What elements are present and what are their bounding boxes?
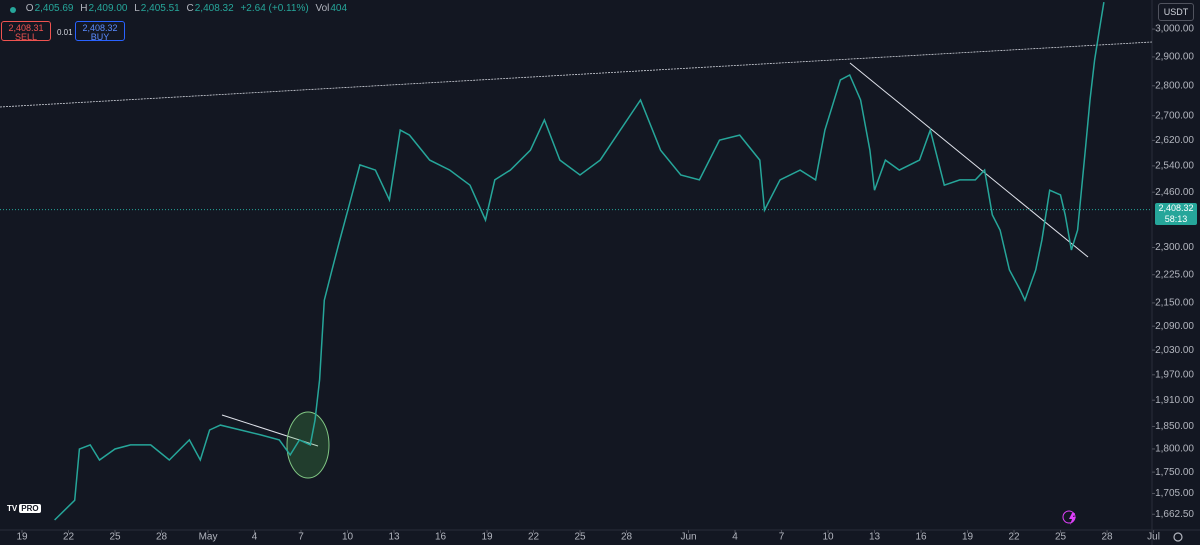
y-tick-label: 2,900.00	[1155, 52, 1194, 63]
y-tick-label: 1,662.50	[1155, 509, 1194, 520]
y-tick-label: 1,750.00	[1155, 467, 1194, 478]
x-tick-label: 4	[252, 532, 258, 543]
y-tick-label: 1,850.00	[1155, 421, 1194, 432]
x-tick-label: 28	[156, 532, 168, 543]
x-tick-label: 25	[109, 532, 121, 543]
lightning-ring[interactable]	[1062, 510, 1076, 524]
y-tick-label: 2,150.00	[1155, 298, 1194, 309]
highlight-circle[interactable]	[286, 411, 330, 479]
x-tick-label: 25	[574, 532, 586, 543]
sell-price: 2,408.31	[8, 23, 44, 33]
countdown: 58:13	[1164, 213, 1188, 224]
x-tick-label: 13	[869, 532, 881, 543]
y-tick-label: 2,800.00	[1155, 80, 1194, 91]
lightning-icon[interactable]	[1069, 513, 1076, 525]
y-tick-label: 2,090.00	[1155, 321, 1194, 332]
y-tick-label: 2,300.00	[1155, 242, 1194, 253]
x-tick-label: 10	[822, 532, 834, 543]
x-tick-label: 28	[621, 532, 633, 543]
x-tick-label: 19	[481, 532, 493, 543]
open-value: 2,405.69	[34, 3, 74, 14]
trend-line[interactable]	[0, 41, 1153, 108]
y-tick-label: 2,460.00	[1155, 187, 1194, 198]
sell-label: SELL	[14, 32, 38, 42]
high-label: H	[80, 3, 88, 14]
y-tick-label: 2,030.00	[1155, 345, 1194, 356]
buy-button[interactable]: 2,408.32 BUY	[75, 21, 125, 42]
x-tick-label: 7	[298, 532, 304, 543]
close-value: 2,408.32	[194, 3, 234, 14]
logo-badge: PRO	[19, 504, 41, 513]
x-tick-label: 4	[732, 532, 738, 543]
x-tick-label: 28	[1101, 532, 1113, 543]
low-value: 2,405.51	[140, 3, 180, 14]
y-tick-label: 2,540.00	[1155, 161, 1194, 172]
y-tick-label: 1,970.00	[1155, 369, 1194, 380]
close-label: C	[186, 3, 194, 14]
y-tick-label: 1,910.00	[1155, 395, 1194, 406]
volume-label: Vol	[315, 3, 330, 14]
x-tick-label: 10	[342, 532, 354, 543]
buy-price: 2,408.32	[82, 23, 118, 33]
status-dot	[10, 7, 16, 13]
y-tick-label: 3,000.00	[1155, 24, 1194, 35]
price-line	[54, 1, 1105, 521]
x-tick-label: 19	[16, 532, 28, 543]
last-price-label: 2,408.32 58:13	[1155, 202, 1197, 225]
x-tick-label: 22	[63, 532, 75, 543]
x-tick-label: 22	[1008, 532, 1020, 543]
open-label: O	[25, 3, 34, 14]
trend-line[interactable]	[849, 62, 1089, 258]
change-value: +2.64 (+0.11%)	[240, 3, 309, 14]
currency-button[interactable]: USDT	[1158, 3, 1194, 21]
x-tick-label: Jun	[680, 532, 696, 543]
y-tick-label: 2,700.00	[1155, 110, 1194, 121]
y-tick-label: 2,620.00	[1155, 135, 1194, 146]
y-tick-label: 1,705.00	[1155, 488, 1194, 499]
x-tick-label: 22	[528, 532, 540, 543]
x-tick-label: 13	[388, 532, 400, 543]
last-price: 2,408.32	[1158, 202, 1194, 213]
x-tick-label: May	[199, 532, 218, 543]
x-tick-label: Jul	[1147, 532, 1160, 543]
y-tick-label: 2,225.00	[1155, 269, 1194, 280]
buy-label: BUY	[90, 32, 110, 42]
high-value: 2,409.00	[88, 3, 128, 14]
y-tick-label: 1,800.00	[1155, 444, 1194, 455]
x-tick-label: 16	[915, 532, 927, 543]
x-tick-label: 19	[962, 532, 974, 543]
sell-button[interactable]: 2,408.31 SELL	[1, 21, 51, 42]
x-tick-label: 16	[435, 532, 447, 543]
settings-icon[interactable]	[1173, 532, 1183, 542]
volume-value: 404	[330, 3, 348, 14]
ohlc-legend: O2,405.69 H2,409.00 L2,405.51 C2,408.32 …	[8, 3, 351, 14]
low-label: L	[134, 3, 140, 14]
x-tick-label: 7	[779, 532, 785, 543]
logo: TV PRO	[7, 504, 41, 513]
x-tick-label: 25	[1055, 532, 1067, 543]
spread: 0.01	[57, 28, 73, 37]
